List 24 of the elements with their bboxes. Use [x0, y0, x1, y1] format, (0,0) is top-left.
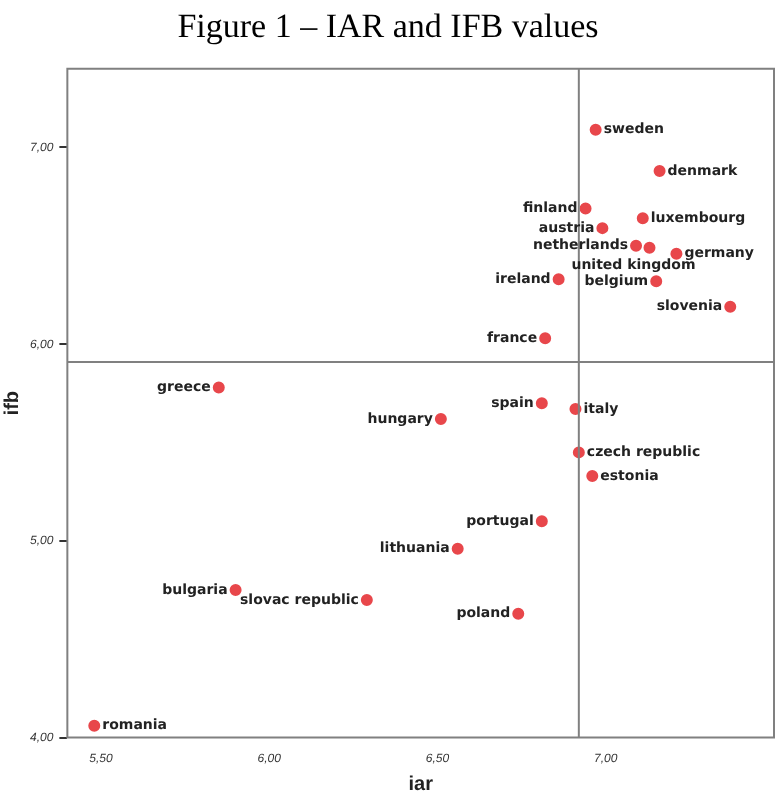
x-axis-title: iar	[408, 773, 434, 796]
point	[512, 607, 525, 620]
point	[212, 381, 225, 394]
point	[650, 275, 663, 288]
y-axis-title: ifb	[1, 390, 24, 416]
point	[535, 397, 548, 410]
point	[636, 212, 649, 225]
point	[552, 273, 565, 286]
chart-title: Figure 1 – IAR and IFB values	[177, 7, 599, 46]
point	[630, 239, 643, 252]
point	[229, 584, 242, 597]
point	[434, 412, 447, 425]
point	[586, 469, 599, 482]
point	[535, 515, 548, 528]
point	[589, 123, 602, 136]
point	[724, 300, 737, 313]
point	[88, 719, 101, 732]
point	[643, 241, 656, 254]
point	[653, 165, 666, 178]
point	[451, 542, 464, 555]
point	[596, 222, 609, 235]
point	[360, 593, 373, 606]
point	[539, 332, 552, 345]
point	[579, 202, 592, 215]
